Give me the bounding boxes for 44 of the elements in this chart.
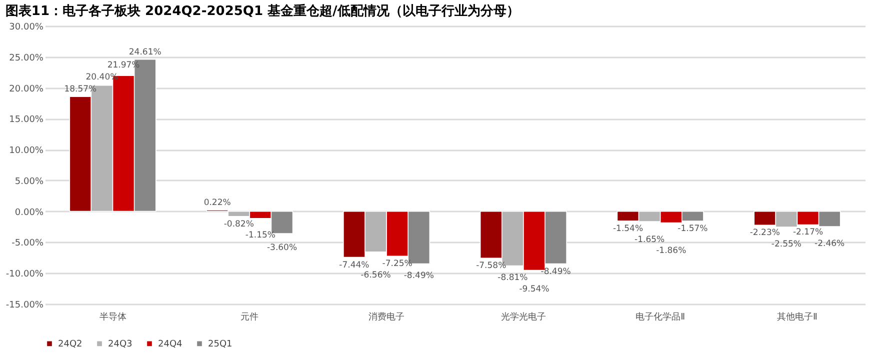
data-label: -6.56% — [360, 270, 391, 281]
y-tick-label: 5.00% — [14, 176, 44, 187]
data-label: -1.57% — [678, 224, 708, 234]
data-label: -3.60% — [266, 243, 298, 254]
y-tick-label: 15.00% — [9, 115, 44, 126]
y-tick-label: 10.00% — [9, 146, 44, 156]
data-label: -1.54% — [612, 224, 644, 234]
x-tick-label: 半导体 — [99, 312, 126, 322]
y-tick-label: -5.00% — [12, 238, 44, 249]
data-label: -2.23% — [750, 228, 780, 238]
data-label: -8.49% — [540, 266, 571, 277]
y-tick-label: 0.00% — [14, 208, 44, 218]
legend-label: 24Q2 — [58, 340, 82, 350]
data-label: -7.44% — [339, 260, 370, 270]
legend-label: 25Q1 — [208, 340, 232, 350]
data-label: -8.81% — [498, 272, 528, 283]
x-tick-label: 元件 — [240, 312, 259, 322]
data-label: -2.55% — [771, 239, 802, 250]
y-tick-label: 20.00% — [9, 84, 44, 94]
data-label: -2.17% — [792, 228, 824, 238]
y-tick-label: 25.00% — [9, 53, 44, 64]
y-tick-label: -10.00% — [6, 270, 44, 280]
y-tick-label: 30.00% — [9, 22, 44, 32]
chart-title: 图表11：电子各子板块 2024Q2-2025Q1 基金重仓超/低配情况（以电子行业为分母） — [5, 3, 520, 19]
legend-label: 24Q4 — [158, 340, 183, 350]
x-tick-label: 电子化学品Ⅱ — [636, 312, 686, 322]
data-label: -1.15% — [245, 230, 276, 241]
legend-label: 24Q3 — [108, 340, 132, 350]
data-label: -7.25% — [382, 259, 412, 270]
data-label: -2.46% — [814, 238, 845, 249]
x-tick-label: 其他电子Ⅱ — [777, 312, 818, 322]
y-tick-label: -15.00% — [6, 300, 44, 310]
data-label: 20.40% — [86, 72, 118, 82]
data-label: -9.54% — [519, 284, 550, 294]
data-label: 24.61% — [128, 47, 162, 58]
data-label: -8.49% — [404, 270, 434, 281]
data-label: -1.65% — [634, 234, 665, 245]
data-label: 18.57% — [64, 84, 97, 95]
x-tick-label: 光学光电子 — [500, 312, 546, 322]
data-label: -0.82% — [224, 219, 254, 230]
x-tick-label: 消费电子 — [368, 312, 405, 322]
data-label: -1.86% — [656, 246, 686, 256]
data-label: -7.58% — [476, 261, 506, 272]
data-label: 0.22% — [204, 198, 231, 208]
